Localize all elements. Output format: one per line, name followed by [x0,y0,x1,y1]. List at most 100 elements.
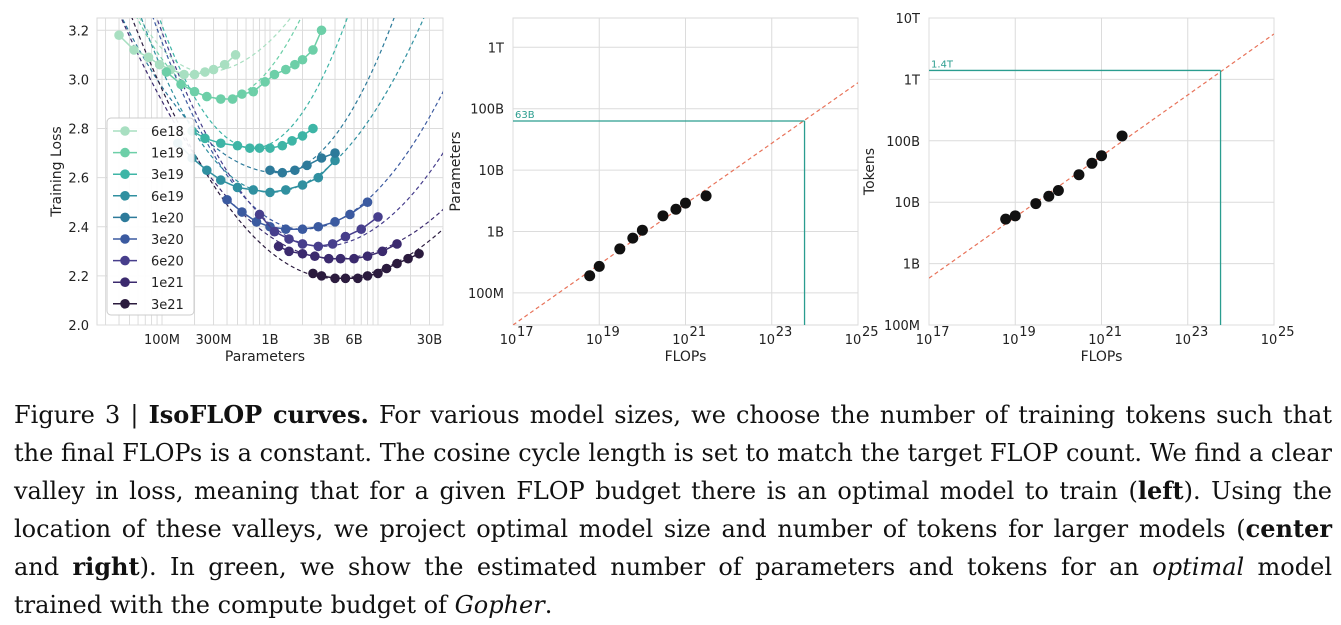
legend-marker [120,191,130,201]
center-y-tick-label: 100M [468,287,504,302]
left-data-point [269,226,280,237]
left-data-point [327,239,338,249]
left-data-point [248,185,259,195]
left-data-point [189,69,200,80]
right-x-tick-label: 10 [1261,333,1278,348]
center-x-tick-exponent: 25 [862,325,879,340]
left-data-point [297,239,308,249]
left-y-tick-label: 2.8 [68,123,89,138]
center-data-point [700,190,712,202]
right-x-axis-label: FLOPs [1081,349,1123,365]
left-data-point [330,217,340,227]
center-data-point [670,203,682,215]
legend-marker [120,169,130,179]
center-y-axis-label: Parameters [448,131,464,211]
left-y-tick-label: 3.2 [68,24,89,39]
left-data-point [352,273,363,284]
left-data-point [273,241,284,252]
legend-label: 1e19 [151,147,184,162]
left-data-point [335,253,346,264]
left-data-point [129,45,139,55]
center-data-point [657,210,669,222]
left-data-point [219,59,230,70]
left-data-point [114,30,124,40]
left-data-point [287,136,297,146]
center-data-point [593,260,605,272]
left-data-point [154,59,165,70]
left-x-tick-label: 1B [261,333,278,348]
center-y-tick-label: 100B [470,103,504,118]
left-data-point [208,64,219,75]
left-data-point [323,253,334,264]
left-data-point [297,131,308,141]
left-data-point [297,180,308,190]
right-y-tick-label: 100M [884,319,920,334]
left-data-point [200,133,210,144]
left-x-tick-label: 3B [313,333,330,348]
center-x-tick-label: 10 [500,333,517,348]
right-x-tick-label: 10 [916,333,933,348]
left-data-point [297,224,308,235]
left-y-tick-label: 2.0 [68,319,89,334]
left-data-point [265,143,275,153]
legend-marker [120,255,130,266]
left-data-point [362,197,373,207]
left-data-point [189,86,200,97]
left-data-point [280,64,291,75]
left-data-point [254,209,265,220]
right-y-tick-label: 10T [896,12,921,27]
left-y-tick-label: 2.2 [68,270,89,285]
left-data-point [202,165,212,176]
caption-and: and [14,553,60,581]
right-chart: 10171019102110231025100M1B10B100B1T10TFL… [862,12,1295,365]
left-data-point [340,273,351,284]
legend-label: 1e21 [151,276,184,291]
right-optimal-label: 1.4T [931,59,954,70]
left-data-point [362,271,373,281]
right-x-tick-exponent: 19 [1019,325,1036,340]
left-data-point [330,148,340,158]
center-x-tick-exponent: 17 [517,325,534,340]
left-data-point [260,77,270,87]
right-y-axis-label: Tokens [862,148,878,196]
left-data-point [330,273,340,284]
caption-gopher: Gopher [454,591,545,619]
center-marks: 63B [513,82,858,325]
left-y-axis-label: Training Loss [49,126,65,217]
left-data-point [248,86,259,97]
right-data-point [1000,213,1012,225]
legend-label: 1e20 [151,211,184,226]
left-data-point [222,194,232,205]
left-x-tick-label: 30B [417,333,442,348]
legend-label: 6e18 [151,125,184,140]
left-data-point [227,94,238,104]
left-series-line [226,199,368,230]
legend-label: 3e19 [151,168,184,183]
left-data-point [215,138,226,149]
left-data-point [265,165,275,176]
left-data-point [313,221,324,232]
center-x-tick-label: 10 [845,333,862,348]
center-chart: 10171019102110231025100M1B10B100B1TFLOPs… [448,17,879,365]
right-x-tick-exponent: 17 [933,325,950,340]
left-data-point [356,224,367,235]
center-x-tick-exponent: 23 [776,325,793,340]
left-data-point [143,52,154,63]
left-data-point [284,234,294,244]
legend-marker [120,147,130,158]
center-y-tick-label: 10B [479,164,504,179]
left-data-point [316,25,327,36]
left-data-point [373,212,383,222]
left-data-point [308,45,318,55]
center-x-tick-label: 10 [672,333,689,348]
left-data-point [392,239,402,249]
left-data-point [176,79,186,90]
right-x-tick-label: 10 [1002,333,1019,348]
left-x-tick-label: 6B [345,333,362,348]
left-data-point [381,263,392,274]
right-y-tick-label: 1B [903,258,920,273]
left-fit-curve [121,18,395,174]
left-data-point [244,143,255,153]
left-data-point [313,172,324,183]
right-data-point [1116,130,1128,142]
